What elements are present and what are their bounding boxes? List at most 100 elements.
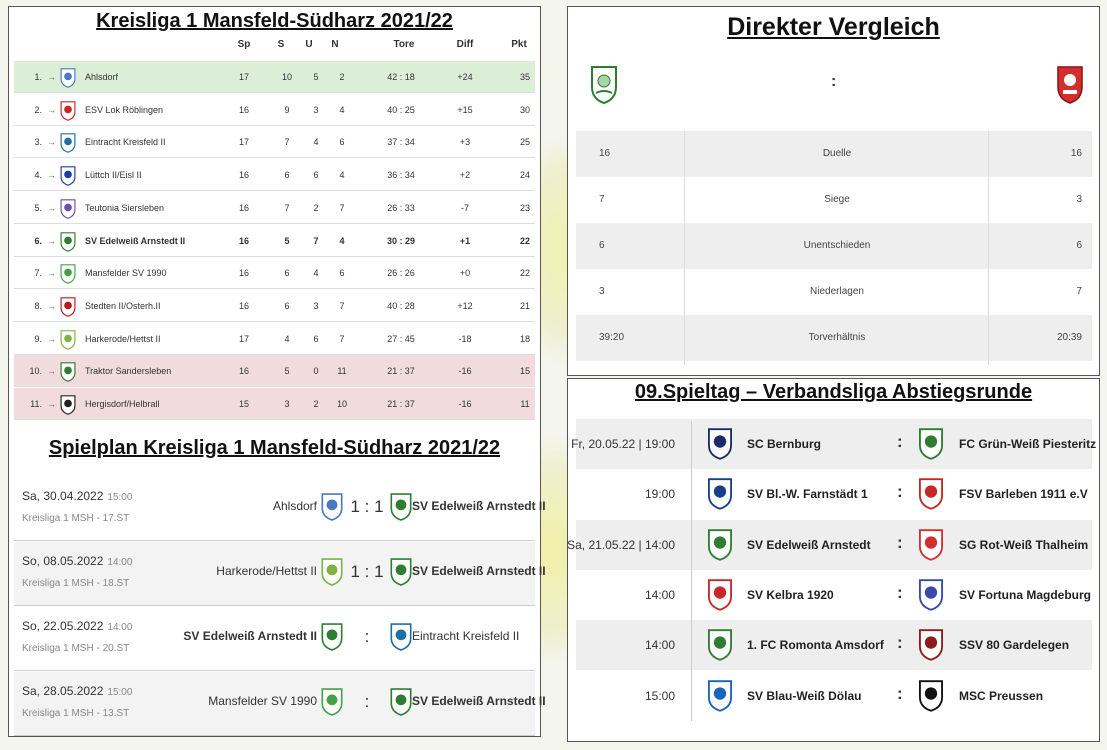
home-team-name[interactable]: SV Edelweiß Arnstedt II [183,629,317,643]
team-name[interactable]: Stedten II/Osterh.II [85,300,161,311]
kreisfeld-logo-icon [60,133,76,154]
losses-cell: 6 [339,268,345,279]
diff-cell: +0 [459,268,471,279]
standings-row[interactable]: 9. → Harkerode/Hettst II 17 4 6 7 27 : 45 -18 18 [14,323,535,355]
match-time: 14:00 [107,557,133,568]
home-club-name[interactable]: SV Blau-Weiß Dölau [747,688,862,703]
versus-colon: : [897,683,903,703]
team-name[interactable]: Hergisdorf/Helbrall [85,399,160,409]
team-name[interactable]: Eintracht Kreisfeld II [85,137,166,148]
standings-row[interactable]: 1. → Ahlsdorf 17 10 5 2 42 : 18 +24 35 [14,61,535,93]
team-name[interactable]: ESV Lok Röblingen [85,104,164,115]
games-cell: 17 [238,137,249,148]
position-cell: 3. [34,137,42,148]
goals-cell: 40 : 28 [387,300,415,311]
wins-cell: 10 [281,72,292,82]
matchday-row[interactable]: 14:00 SV Kelbra 1920: SV Fortuna Magdeburg [576,570,1092,620]
goals-cell: 21 : 37 [387,399,415,409]
team-name[interactable]: Lüttch II/Eisl II [85,170,142,181]
siersleben-logo-icon [60,198,76,219]
home-team-name[interactable]: Harkerode/Hettst II [216,564,317,578]
match-date: Sa, 30.04.2022 15:00 [22,489,132,503]
standings-row[interactable]: 11. → Hergisdorf/Helbrall 15 3 2 10 21 : 37 -16 1… [14,388,535,420]
trend-arrow-icon: → [47,235,56,246]
match-date: So, 22.05.2022 14:00 [22,619,132,633]
diff-cell: -16 [458,399,472,409]
standings-row[interactable]: 10. → Traktor Sandersleben 16 5 0 11 21 : 37 -16… [14,355,535,388]
position-cell: 8. [34,300,42,311]
away-club-name[interactable]: SG Rot-Weiß Thalheim [959,537,1089,552]
away-value: 16 [1070,148,1082,159]
away-team-name[interactable]: SV Edelweiß Arnstedt II [412,694,546,708]
home-team-name[interactable]: Mansfelder SV 1990 [208,694,317,708]
direct-comparison-panel: Direkter Vergleich : 16 Duelle 16 7 Siege 3 6 U… [567,6,1100,376]
team-name[interactable]: Teutonia Siersleben [85,202,165,213]
games-cell: 17 [238,72,249,82]
column-divider [691,421,692,721]
home-club-name[interactable]: SV Edelweiß Arnstedt [747,537,871,552]
losses-cell: 2 [339,72,345,82]
away-team-name[interactable]: SV Edelweiß Arnstedt II [412,499,546,513]
standings-row[interactable]: 5. → Teutonia Siersleben 16 7 2 7 26 : 33 -7 23 [14,192,535,224]
edelweiss-logo-icon [60,231,76,252]
position-cell: 10. [29,366,42,377]
position-cell: 9. [34,333,42,344]
away-team-name[interactable]: Eintracht Kreisfeld II [412,629,520,643]
home-club-name[interactable]: SV Bl.-W. Farnstädt 1 [747,487,868,502]
matchday-row[interactable]: 15:00 SV Blau-Weiß Dölau: MSC Preussen [576,671,1092,721]
matchday-row[interactable]: Fr, 20.05.22 | 19:00 SC Bernburg: FC Grün-… [571,419,1096,469]
standings-row[interactable]: 8. → Stedten II/Osterh.II 16 6 3 7 40 : 28 +12 21 [14,290,535,322]
schedule-match-row[interactable]: So, 22.05.2022 14:00 Kreisliga 1 MSH - 20.… [14,607,535,671]
match-date-text: So, 08.05.2022 [22,554,104,568]
team-name[interactable]: SV Edelweiß Arnstedt II [85,235,186,246]
away-club-name[interactable]: MSC Preussen [959,688,1044,703]
harkerode-logo-icon [60,329,76,350]
home-team-name[interactable]: Ahlsdorf [272,499,317,513]
standings-row[interactable]: 6. → SV Edelweiß Arnstedt II 16 5 7 4 30 : 29 +1… [14,225,535,257]
away-club-name[interactable]: FSV Barleben 1911 e.V [959,487,1088,502]
schedule-title: Spielplan Kreisliga 1 Mansfeld-Südharz 2… [48,437,501,459]
points-cell: 11 [520,399,530,409]
away-club-name[interactable]: SSV 80 Gardelegen [959,638,1070,653]
team-name[interactable]: Harkerode/Hettst II [85,333,161,344]
comparison-row: 3 Niederlagen 7 [576,269,1092,315]
standings-row[interactable]: 3. → Eintracht Kreisfeld II 17 7 4 6 37 : 34 +3 2… [14,126,535,159]
losses-cell: 7 [339,202,345,213]
match-competition: Kreisliga 1 MSH - 13.ST [22,708,130,719]
diff-cell: +12 [457,300,473,311]
match-competition: Kreisliga 1 MSH - 17.ST [22,513,130,524]
direct-colon: : [831,73,837,90]
away-club-name[interactable]: FC Grün-Weiß Piesteritz [959,437,1097,451]
away-team-name[interactable]: SV Edelweiß Arnstedt II [412,564,546,578]
position-cell: 11. [30,399,42,409]
home-club-name[interactable]: 1. FC Romonta Amsdorf [747,638,884,653]
matchday-row[interactable]: 14:00 1. FC Romonta Amsdorf: SSV 80 Gardel… [576,620,1092,671]
home-club-name[interactable]: SV Kelbra 1920 [747,587,834,602]
games-cell: 16 [238,366,249,377]
edelweiss-crest-icon [591,66,617,105]
away-club-name[interactable]: SV Fortuna Magdeburg [959,587,1091,602]
schedule-match-row[interactable]: Sa, 30.04.2022 15:00 Kreisliga 1 MSH - 17.… [14,477,546,541]
matchday-row[interactable]: Sa, 21.05.22 | 14:00 SV Edelweiß Arnstedt… [567,519,1092,570]
schedule-match-row[interactable]: So, 08.05.2022 14:00 Kreisliga 1 MSH - 18.… [14,542,546,606]
standings-row[interactable]: 4. → Lüttch II/Eisl II 16 6 6 4 36 : 34 +2 24 [14,159,535,192]
points-cell: 24 [519,170,530,181]
trend-arrow-icon: → [47,333,56,344]
team-name[interactable]: Traktor Sandersleben [85,366,172,377]
match-date-text: So, 22.05.2022 [22,619,104,633]
team-name[interactable]: Ahlsdorf [85,72,119,82]
matchday-row[interactable]: 19:00 SV Bl.-W. Farnstädt 1: FSV Barleben … [576,469,1092,519]
home-club-name[interactable]: SC Bernburg [747,437,822,451]
away-team-logo-icon [390,493,412,521]
home-value: 6 [599,240,605,251]
draws-cell: 0 [313,366,319,377]
standings-row[interactable]: 7. → Mansfelder SV 1990 16 6 4 6 26 : 26 +0 22 [14,257,535,290]
team-name[interactable]: Mansfelder SV 1990 [85,268,167,279]
position-cell: 4. [34,170,42,181]
wins-cell: 6 [284,300,290,311]
draws-cell: 4 [313,137,319,148]
schedule-match-row[interactable]: Sa, 28.05.2022 15:00 Kreisliga 1 MSH - 13.… [14,672,546,736]
draws-cell: 2 [313,399,319,409]
points-cell: 30 [519,104,530,115]
standings-row[interactable]: 2. → ESV Lok Röblingen 16 9 3 4 40 : 25 +15 30 [14,94,535,126]
